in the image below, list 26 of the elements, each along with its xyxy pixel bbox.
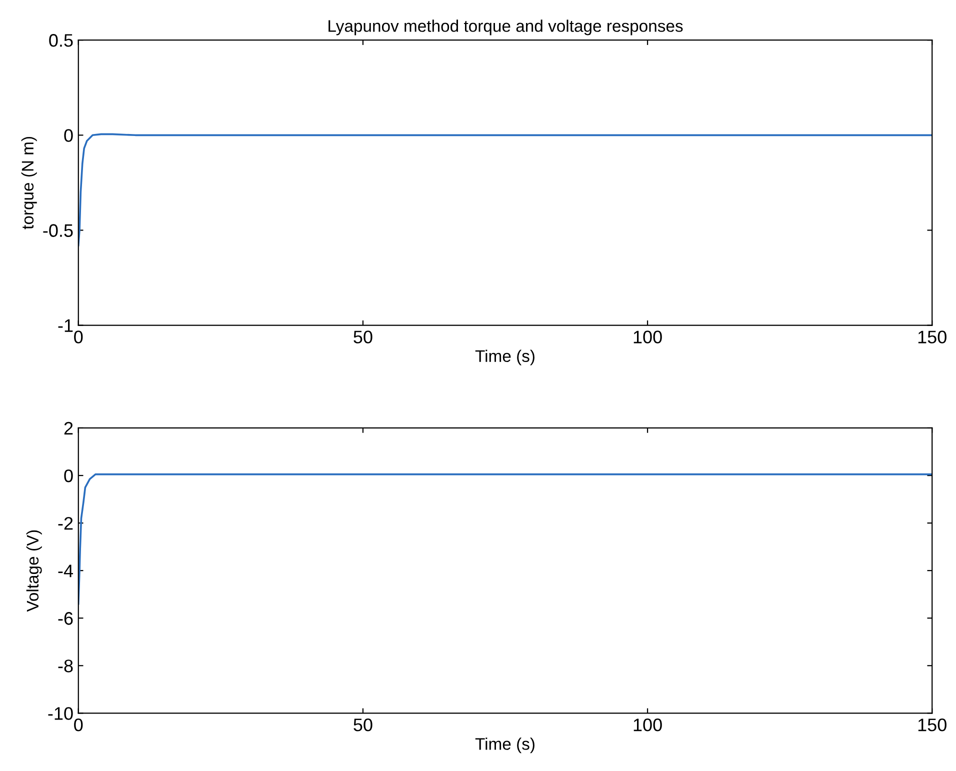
y-tick-label: -2 (58, 516, 73, 530)
y-tick-label: -8 (58, 660, 73, 672)
x-tick-label: 150 (918, 330, 946, 344)
y-tick-label: 0 (64, 469, 73, 482)
x-tick-label: 100 (634, 330, 662, 344)
chart-title: Lyapunov method torque and voltage responses (328, 20, 683, 36)
y-tick-label: 0 (64, 129, 73, 142)
y-tick-label: 2 (64, 422, 73, 435)
y-tick-label: 0.5 (49, 34, 73, 47)
x-tick-label: 0 (74, 718, 83, 732)
y-tick-label: -4 (58, 564, 74, 578)
x-tick-label: 0 (74, 330, 83, 344)
y-tick-label: -1 (58, 319, 73, 332)
y-tick-label: -6 (58, 612, 73, 625)
y-tick-label: -10 (48, 707, 73, 720)
x-tick-label: 100 (634, 718, 662, 732)
x-tick-label: 150 (918, 718, 946, 732)
line-series (78, 133, 932, 246)
y-axis-title: Voltage (V) (26, 530, 42, 612)
x-axis-title: Time (s) (475, 350, 534, 366)
x-tick-label: 50 (354, 718, 372, 732)
x-tick-label: 50 (354, 330, 372, 344)
x-axis-title: Time (s) (475, 738, 534, 754)
y-tick-label: -0.5 (43, 224, 73, 237)
y-axis-title: torque (N m) (21, 136, 37, 230)
line-series (78, 473, 932, 605)
